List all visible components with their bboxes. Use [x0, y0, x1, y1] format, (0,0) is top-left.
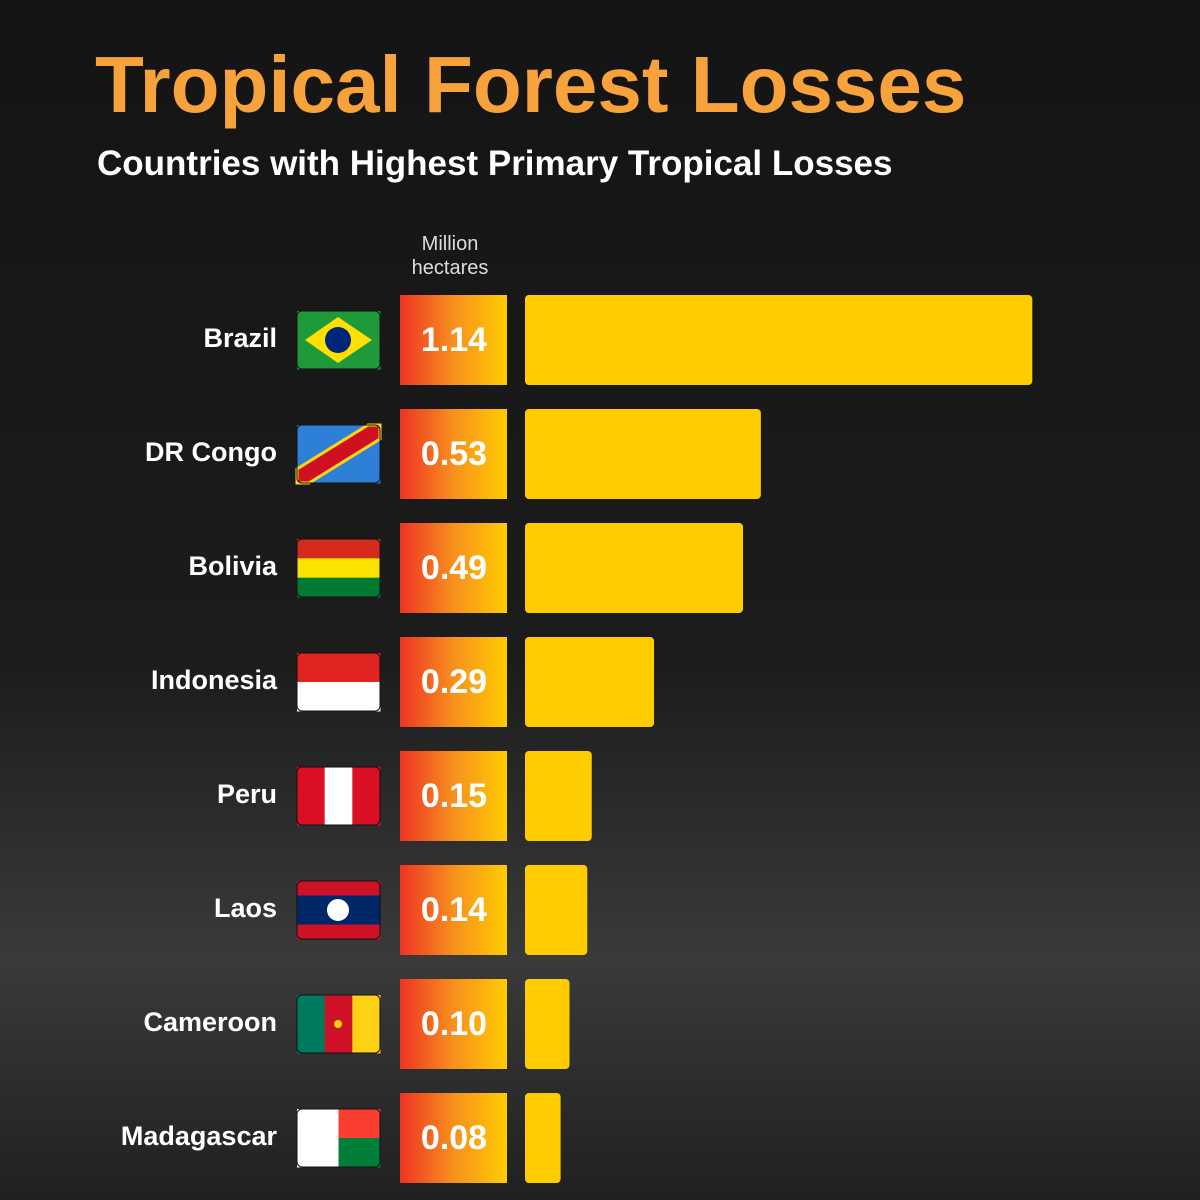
- flag-frame: [296, 880, 381, 940]
- value-box: [400, 523, 507, 613]
- flag-stripe: [297, 881, 381, 896]
- bar: [525, 295, 1033, 385]
- category-label: Madagascar: [121, 1121, 278, 1151]
- value-label: 0.14: [421, 891, 487, 929]
- value-box: [400, 637, 507, 727]
- flag: [296, 1108, 381, 1168]
- flag-stripe: [297, 995, 326, 1054]
- flag-stripe: [297, 1109, 339, 1139]
- flag-frame: [296, 538, 381, 598]
- flag: [295, 423, 382, 485]
- flag-stripe: [338, 1138, 381, 1168]
- value-box: [400, 751, 507, 841]
- bar: [525, 1093, 561, 1183]
- flag-frame: [296, 994, 381, 1054]
- value-label: 1.14: [421, 321, 487, 359]
- flag-shape: [325, 327, 351, 353]
- flag-frame: [296, 424, 381, 484]
- value-label: 0.53: [421, 435, 487, 473]
- flag-stripe: [297, 653, 381, 683]
- flag-shape: [334, 1020, 342, 1028]
- chart-subtitle: Countries with Highest Primary Tropical …: [97, 144, 892, 183]
- flag-stripe: [297, 767, 326, 826]
- flag-stripe: [297, 1138, 339, 1168]
- value-label: 0.08: [421, 1119, 487, 1157]
- flag-stripe: [297, 577, 381, 598]
- flag-frame: [296, 652, 381, 712]
- flag: [296, 766, 381, 826]
- category-label: Indonesia: [151, 665, 278, 695]
- flag-stripe: [297, 539, 381, 559]
- value-label: 0.29: [421, 663, 487, 701]
- flag: [296, 538, 381, 598]
- flag-stripe: [352, 995, 381, 1054]
- value-label: 0.15: [421, 777, 487, 815]
- bar: [525, 979, 570, 1069]
- category-label: Laos: [214, 893, 277, 923]
- flag-stripe: [297, 682, 381, 712]
- value-label: 0.49: [421, 549, 487, 587]
- flag-stripe: [297, 558, 381, 579]
- flag: [296, 994, 381, 1054]
- bar: [525, 751, 592, 841]
- bar: [525, 409, 761, 499]
- flag-frame: [296, 1108, 381, 1168]
- bar: [525, 865, 588, 955]
- units-label: Million hectares: [411, 233, 489, 279]
- flag-stripe: [297, 924, 381, 940]
- flag-frame: [296, 310, 381, 370]
- flag-frame: [296, 766, 381, 826]
- flag-stripe: [324, 767, 353, 826]
- category-label: Peru: [217, 779, 277, 809]
- value-box: [400, 409, 507, 499]
- flag-stripe: [338, 1109, 381, 1139]
- value-box: [400, 979, 507, 1069]
- value-label: 0.10: [421, 1005, 487, 1043]
- flag: [296, 880, 381, 940]
- bar: [525, 523, 744, 613]
- flag-shape: [327, 899, 349, 921]
- value-box: [400, 1093, 507, 1183]
- category-label: Cameroon: [143, 1007, 277, 1037]
- category-label: Bolivia: [188, 551, 278, 581]
- flag: [296, 652, 381, 712]
- bar: [525, 637, 655, 727]
- chart-title: Tropical Forest Losses: [95, 40, 966, 129]
- value-box: [400, 295, 507, 385]
- category-label: Brazil: [203, 323, 277, 353]
- flag: [296, 310, 381, 370]
- value-box: [400, 865, 507, 955]
- flag-stripe: [352, 767, 381, 826]
- category-label: DR Congo: [145, 437, 277, 467]
